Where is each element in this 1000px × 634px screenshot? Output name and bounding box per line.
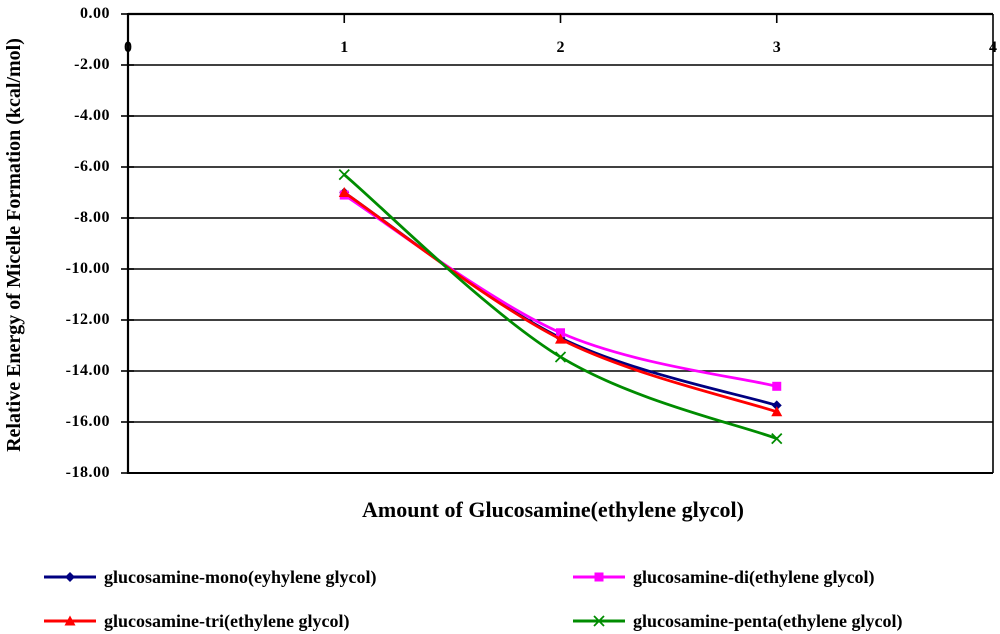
y-tick-label: 0.00 xyxy=(80,5,110,22)
x-tick-label: 2 xyxy=(556,39,565,56)
x-tick-label: 4 xyxy=(989,39,997,56)
legend-label-penta: glucosamine-penta(ethylene glycol) xyxy=(633,610,903,631)
y-tick-label: -16.00 xyxy=(65,413,110,430)
y-tick-label: -12.00 xyxy=(65,311,110,328)
x-axis-title: Amount of Glucosamine(ethylene glycol) xyxy=(362,497,744,522)
legend-label-mono: glucosamine-mono(eyhylene glycol) xyxy=(104,566,377,587)
y-tick-label: -10.00 xyxy=(65,260,110,277)
legend-marker-penta-x-icon xyxy=(572,612,626,630)
legend-label-tri: glucosamine-tri(ethylene glycol) xyxy=(104,610,350,631)
legend-column-left: glucosamine-mono(eyhylene glycol) glucos… xyxy=(43,555,376,634)
x-tick-label: 3 xyxy=(772,39,781,56)
x-tick-label: 1 xyxy=(340,39,349,56)
legend-column-right: glucosamine-di(ethylene glycol) glucosam… xyxy=(572,555,902,634)
legend-item-tri: glucosamine-tri(ethylene glycol) xyxy=(43,599,376,634)
legend: glucosamine-mono(eyhylene glycol) glucos… xyxy=(0,555,1000,634)
y-tick-label: -8.00 xyxy=(74,209,110,226)
legend-marker-tri-triangle-icon xyxy=(43,612,97,630)
y-tick-label: -2.00 xyxy=(74,56,110,73)
series-line xyxy=(342,191,779,414)
y-tick-label: -18.00 xyxy=(65,464,110,481)
legend-label-di: glucosamine-di(ethylene glycol) xyxy=(633,566,875,587)
x-tick-label: 0 xyxy=(124,39,132,56)
y-tick-label: -6.00 xyxy=(74,158,110,175)
legend-item-di: glucosamine-di(ethylene glycol) xyxy=(572,555,902,599)
legend-item-mono: glucosamine-mono(eyhylene glycol) xyxy=(43,555,376,599)
y-axis-title: Relative Energy of Micelle Formation (kc… xyxy=(3,38,25,452)
y-tick-label: -4.00 xyxy=(74,107,110,124)
series-line xyxy=(342,173,779,440)
legend-marker-mono-diamond-icon xyxy=(43,568,97,586)
y-tick-label: -14.00 xyxy=(65,362,110,379)
legend-item-penta: glucosamine-penta(ethylene glycol) xyxy=(572,599,902,634)
legend-marker-di-square-icon xyxy=(572,568,626,586)
